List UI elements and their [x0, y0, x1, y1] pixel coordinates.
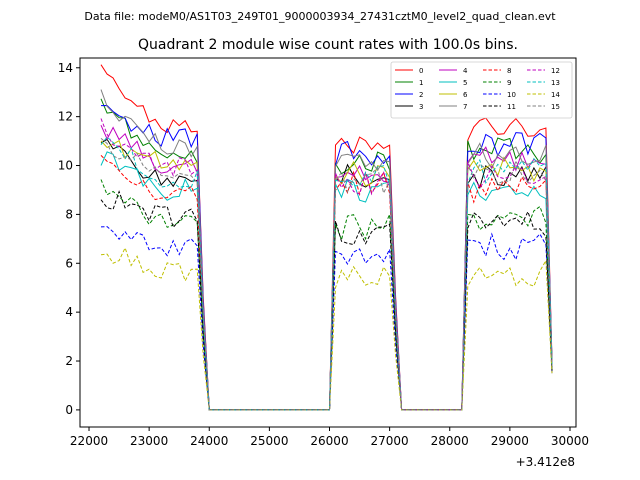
y-tick-label: 8 [65, 207, 73, 221]
chart-title: Quadrant 2 module wise count rates with … [138, 37, 518, 53]
y-tick-label: 2 [65, 354, 73, 368]
legend-label: 13 [551, 79, 560, 87]
series-line-13 [100, 136, 553, 411]
series-line-14 [100, 246, 553, 411]
x-tick-label: 23000 [130, 434, 168, 448]
y-tick-label: 14 [58, 61, 73, 75]
series-line-5 [100, 151, 553, 411]
series-line-11 [100, 190, 553, 411]
x-tick-label: 27000 [371, 434, 409, 448]
series-line-10 [100, 226, 553, 411]
x-tick-label: 30000 [551, 434, 589, 448]
plot-area: 22000 23000 24000 25000 26000 27000 28000 29000… [58, 57, 589, 448]
x-tick-label: 29000 [491, 434, 529, 448]
series-line-12 [100, 118, 553, 411]
legend-label: 12 [551, 67, 560, 75]
y-tick-label: 10 [58, 159, 73, 173]
legend-label: 10 [507, 91, 516, 99]
legend-label: 3 [419, 103, 423, 111]
legend-label: 2 [419, 91, 423, 99]
legend-label: 4 [463, 67, 468, 75]
y-tick-label: 0 [65, 403, 73, 417]
series-line-1 [100, 98, 553, 411]
x-tick-label: 26000 [310, 434, 348, 448]
legend-label: 9 [507, 79, 511, 87]
legend-label: 14 [551, 91, 560, 99]
legend-label: 5 [463, 79, 467, 87]
y-tick-label: 4 [65, 305, 73, 319]
legend-frame [390, 61, 573, 119]
x-tick-label: 28000 [431, 434, 469, 448]
legend-label: 1 [419, 79, 423, 87]
x-tick-label: 24000 [190, 434, 228, 448]
y-tick-label: 6 [65, 256, 73, 270]
axes-frame [79, 57, 577, 428]
series-line-15 [100, 138, 553, 411]
series-line-8 [100, 155, 553, 411]
figure-suptitle: Data file: modeM0/AS1T03_249T01_90000039… [84, 10, 556, 23]
y-tick-label: 12 [58, 110, 73, 124]
legend-label: 8 [507, 67, 511, 75]
legend-label: 0 [419, 67, 423, 75]
x-tick-label: 22000 [70, 434, 108, 448]
legend-label: 6 [463, 91, 468, 99]
x-offset-label: +3.412e8 [516, 455, 575, 469]
legend-label: 11 [507, 103, 516, 111]
legend-label: 7 [463, 103, 467, 111]
legend-label: 15 [551, 103, 560, 111]
x-tick-label: 25000 [250, 434, 288, 448]
series-line-2 [100, 104, 553, 411]
series-line-9 [100, 179, 553, 411]
